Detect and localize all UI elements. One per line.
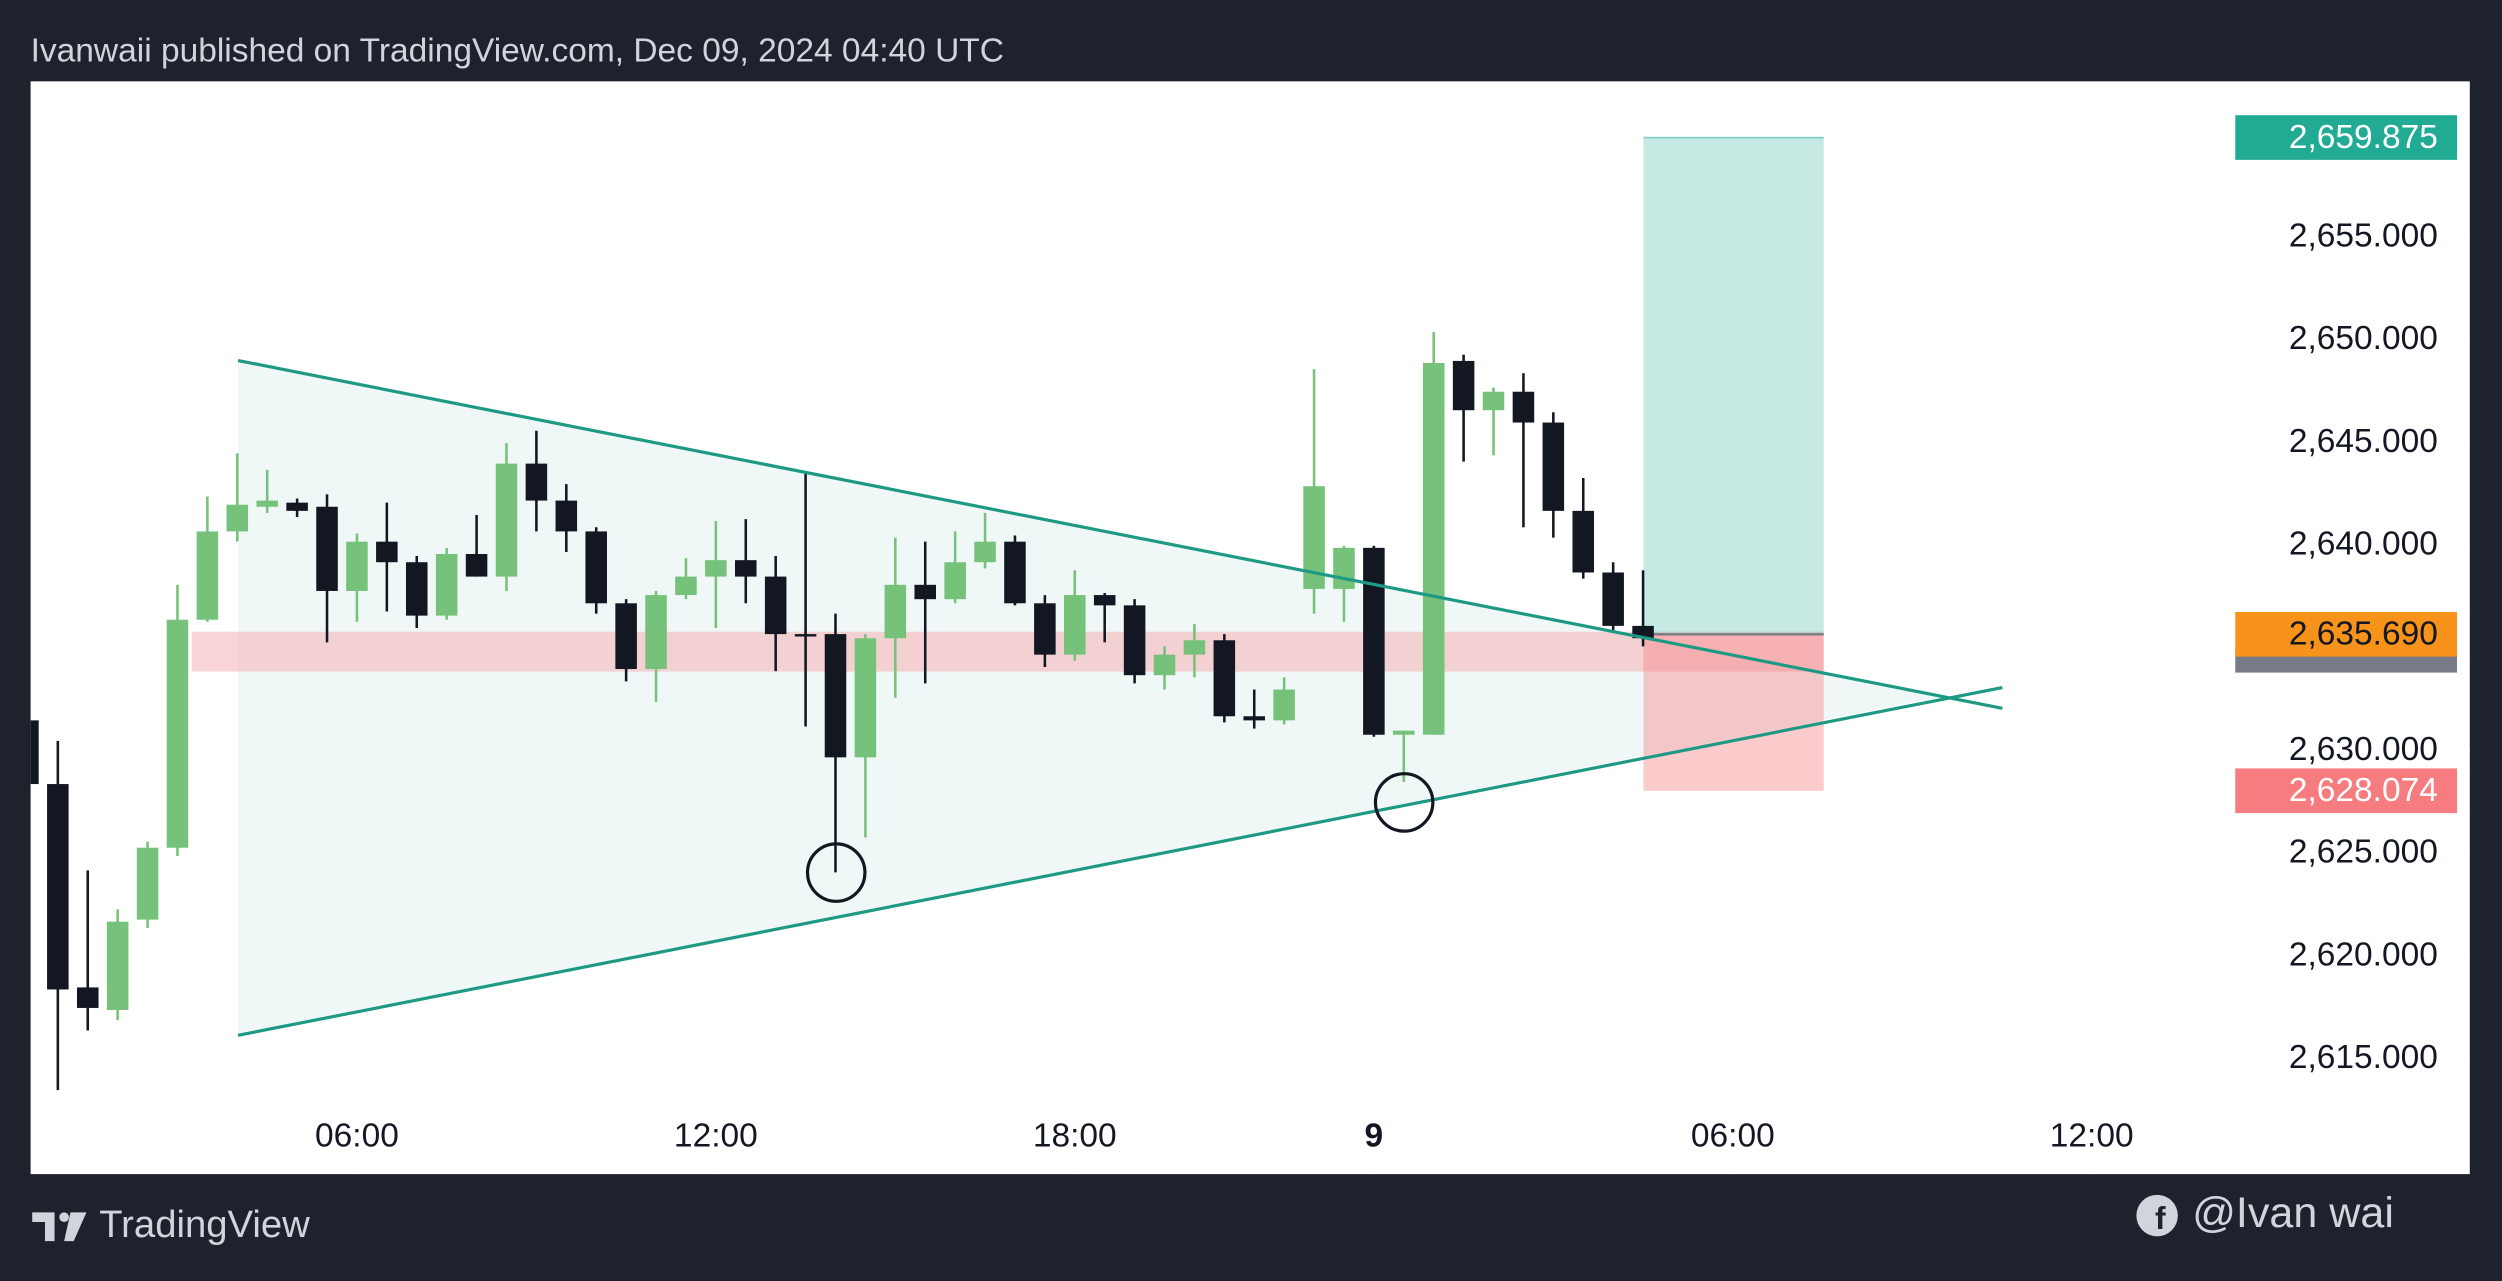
candle-body (376, 541, 398, 563)
price-label-box (2235, 611, 2458, 657)
candle-body (465, 553, 488, 577)
price-label: 2,659.875 (2289, 119, 2438, 156)
author: @Ivan wai (2192, 1189, 2394, 1237)
y-tick-label: 2,640.000 (2289, 526, 2438, 563)
candle-body (76, 987, 99, 1008)
candle-body (1363, 547, 1385, 735)
candle-body (405, 562, 428, 616)
x-tick-label: 9 (1365, 1117, 1384, 1154)
candle-body (525, 463, 548, 501)
candle-body (585, 531, 607, 604)
candle-body (615, 603, 637, 670)
candle-body (106, 921, 129, 1010)
candle-body (166, 619, 189, 848)
circle-marker (1373, 772, 1435, 833)
x-tick-label: 06:00 (315, 1117, 399, 1154)
y-tick-label: 2,615.000 (2289, 1039, 2438, 1076)
publish-header: Ivanwaii published on TradingView.com, D… (31, 32, 1004, 69)
candle-body (1034, 603, 1056, 655)
candle-body (196, 531, 219, 620)
candle-body (1243, 716, 1266, 721)
candle-body (944, 562, 966, 600)
candle-body (495, 463, 518, 577)
price-label: 2,628.074 (2289, 772, 2438, 809)
candle-body (705, 560, 727, 577)
candle-body (1303, 486, 1325, 589)
candle-body (136, 847, 159, 920)
zone (191, 631, 1824, 672)
candle-body (1333, 547, 1355, 589)
candle-body (1213, 640, 1236, 717)
candle-body (30, 720, 39, 785)
price-label: 2,635.690 (2289, 616, 2438, 653)
y-tick-label: 2,650.000 (2289, 320, 2438, 357)
candle-body (1512, 391, 1535, 423)
footer: TradingView f @Ivan wai (32, 1189, 2394, 1246)
candle-body (1183, 640, 1206, 655)
price-label-box (2235, 768, 2458, 814)
candle-body (1004, 541, 1026, 604)
candle-body (1602, 572, 1624, 626)
triangle-fill (238, 360, 1947, 1036)
target-zone (1643, 137, 1824, 635)
axes: 2,615.000 2,620.000 2,625.000 2,630.000 2,64… (315, 115, 2470, 1175)
candle-body (1064, 595, 1086, 655)
candle-body (884, 584, 907, 639)
candle-body (286, 502, 308, 511)
price-label-box (2235, 115, 2458, 160)
brand-logo (32, 1212, 87, 1242)
candle-body (974, 541, 996, 563)
y-tick-label: 2,630.000 (2289, 731, 2438, 768)
svg-text:f: f (2155, 1200, 2166, 1236)
upper-trend-line (237, 358, 2003, 710)
candle-body (854, 638, 877, 758)
candle-body (824, 634, 847, 758)
y-tick-label: 2,655.000 (2289, 218, 2438, 255)
candle-body (1393, 730, 1415, 735)
candle-body (735, 560, 757, 577)
lower-trend-line (237, 685, 2003, 1037)
stop-zone (1643, 634, 1824, 791)
candle-body (1123, 605, 1146, 676)
y-tick-label: 2,625.000 (2289, 834, 2438, 871)
x-tick-label: 12:00 (2050, 1117, 2134, 1154)
candle-body (764, 576, 787, 635)
circle-marker (805, 842, 867, 903)
brand-name: TradingView (99, 1203, 310, 1246)
candle-body (1273, 689, 1295, 721)
candle-body (1482, 391, 1505, 411)
position-tool (1643, 136, 1824, 791)
candle-body (346, 541, 368, 591)
candle-body (1153, 654, 1176, 676)
candle-body (645, 595, 667, 670)
candle-body (555, 500, 578, 532)
candle-body (1542, 422, 1565, 511)
candle-body (1093, 595, 1116, 606)
candle-body (435, 553, 458, 616)
candle-body (1422, 362, 1445, 735)
candle-body (226, 504, 249, 532)
candle-body (316, 506, 338, 591)
drawings (191, 360, 1947, 1036)
facebook-icon: f (2136, 1194, 2178, 1237)
candle-body (256, 500, 278, 507)
candle-body (1572, 510, 1595, 573)
candle-body (675, 576, 697, 596)
candle-body (47, 784, 69, 990)
candle-body (914, 584, 936, 600)
y-tick-label: 2,645.000 (2289, 423, 2438, 460)
candle-body (794, 634, 817, 637)
x-tick-label: 12:00 (674, 1117, 758, 1154)
trend-lines (237, 358, 2003, 1037)
candle-body (1452, 360, 1475, 411)
x-tick-label: 18:00 (1033, 1117, 1117, 1154)
x-tick-label: 06:00 (1691, 1117, 1775, 1154)
y-tick-label: 2,620.000 (2289, 936, 2438, 973)
